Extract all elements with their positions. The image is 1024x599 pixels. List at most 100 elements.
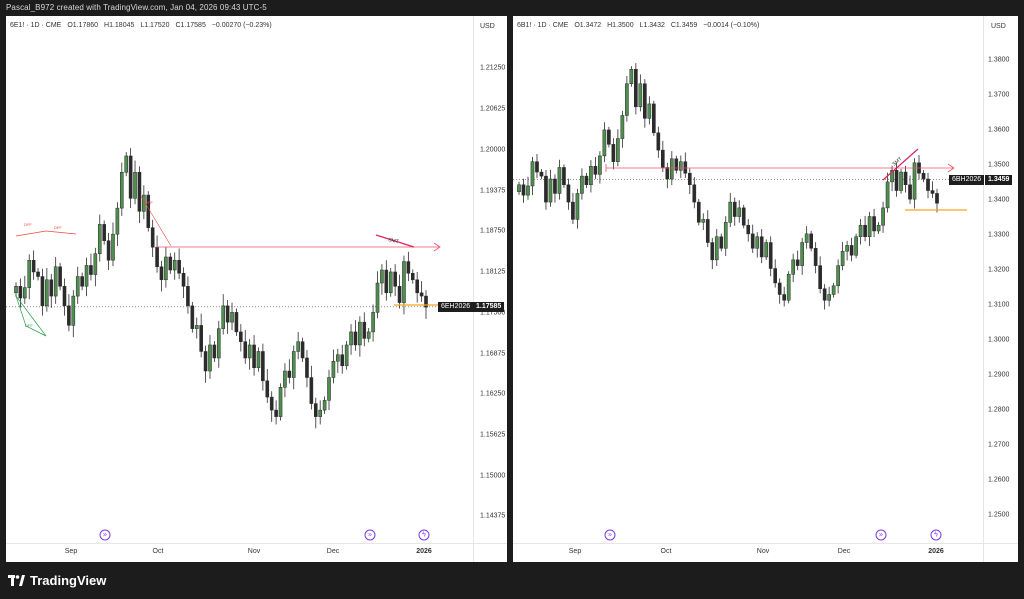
candle-body (876, 224, 881, 232)
candle-body (159, 266, 164, 281)
gbp-xtick: Dec (837, 548, 851, 555)
eur-currency-label[interactable]: USD (480, 23, 495, 30)
eur-symbol[interactable]: 6E1! · 1D · CME (10, 22, 62, 29)
candle-body (247, 344, 252, 359)
eur-dff-label: DFF (54, 225, 62, 230)
candle-body (827, 294, 831, 301)
candle-body (128, 155, 133, 199)
eur-change: −0.00270 (−0.23%) (211, 22, 272, 29)
gbp-smt-line (882, 148, 919, 181)
eur-last-price-tag: 1.17585 (473, 302, 505, 312)
candle-body (283, 370, 287, 388)
candle-body (714, 236, 719, 261)
candle-body (638, 83, 643, 108)
candle-body (212, 344, 217, 359)
candle-body (687, 172, 692, 186)
eur-open: O1.17860 (67, 22, 99, 29)
candle-body (230, 312, 234, 323)
gbp-event-icon[interactable]: » (604, 529, 616, 541)
candle-body (40, 276, 45, 307)
candle-body (362, 321, 367, 339)
gbp-xtick: Oct (660, 548, 672, 555)
candle-body (388, 271, 393, 294)
eur-candlestick-chart[interactable]: SMT DFF DFF DFF DFF (6, 16, 507, 562)
eur-time-axis-border (6, 543, 507, 544)
candle-body (45, 279, 49, 307)
candle-body (764, 242, 769, 258)
candle-body (566, 184, 571, 203)
eur-event-icon[interactable]: » (364, 529, 376, 541)
candle-body (124, 155, 129, 173)
candle-body (723, 222, 728, 249)
candle-body (318, 409, 322, 417)
gbp-legend: 6B1! · 1D · CME O1.3472 H1.3500 L1.3432 … (517, 22, 763, 29)
chart-panel-gbpusd[interactable]: SMT 6B1! · 1D · CME O1.3472 H1.3500 L1.3… (513, 16, 1018, 562)
candle-body (800, 242, 804, 266)
eur-ytick: 1.16875 (480, 350, 506, 358)
tradingview-brand[interactable]: TradingView (8, 572, 106, 588)
candle-body (701, 219, 706, 223)
eur-ytick: 1.15000 (480, 472, 506, 480)
gbp-xtick: Nov (756, 548, 770, 555)
candle-body (741, 207, 746, 226)
candle-body (415, 279, 419, 294)
eur-ytick: 1.20000 (480, 146, 506, 154)
candle-body (221, 305, 225, 329)
candle-body (611, 144, 616, 162)
eur-ytick: 1.17500 (480, 309, 506, 317)
eur-ytick: 1.18750 (480, 227, 506, 235)
candle-body (194, 325, 199, 329)
candle-body (14, 286, 18, 294)
candle-body (84, 265, 89, 287)
candle-body (327, 377, 331, 401)
chart-panel-eurusd[interactable]: SMT DFF DFF DFF DFF 6E1! · 1D · CME O1.17860… (6, 16, 507, 562)
candle-body (616, 138, 620, 162)
candle-body (562, 167, 566, 186)
candle-body (133, 172, 137, 199)
candle-body (278, 387, 283, 417)
gbp-event-icon[interactable]: » (875, 529, 887, 541)
tradingview-logo-icon (8, 574, 25, 586)
candle-body (31, 259, 36, 273)
gbp-symbol[interactable]: 6B1! · 1D · CME (517, 22, 569, 29)
candle-body (535, 161, 539, 173)
candle-body (115, 207, 120, 235)
candle-body (629, 69, 634, 84)
candle-body (517, 184, 521, 193)
eur-smt-line (375, 234, 415, 248)
candle-body (719, 236, 724, 249)
candle-body (155, 246, 159, 267)
eur-ytick: 1.19375 (480, 187, 506, 195)
eur-ytick: 1.15625 (480, 431, 506, 439)
candle-body (393, 271, 397, 287)
candle-body (625, 83, 629, 116)
eur-ytick: 1.21250 (480, 64, 506, 72)
candle-body (705, 219, 710, 243)
candle-body (854, 236, 858, 256)
eur-ytick: 1.18125 (480, 268, 506, 276)
candle-body (36, 271, 40, 277)
candle-body (322, 400, 327, 411)
gbp-candlestick-chart[interactable]: SMT (513, 16, 1018, 562)
candle-body (544, 175, 548, 203)
candle-body (150, 227, 155, 248)
candle-body (274, 409, 278, 417)
gbp-ytick: 1.2900 (988, 371, 1010, 379)
gbp-event-icon[interactable]: ϟ (930, 529, 942, 541)
candle-body (111, 233, 115, 261)
eur-event-icon[interactable]: » (99, 529, 111, 541)
candle-body (822, 288, 827, 301)
eur-price-axis-border (473, 16, 474, 562)
candle-body (80, 276, 84, 287)
eur-dff-label: DFF (24, 222, 32, 227)
eur-xtick: Oct (152, 548, 164, 555)
gbp-low: L1.3432 (639, 22, 665, 29)
candle-body (894, 170, 899, 191)
candle-body (665, 167, 670, 180)
candle-body (912, 162, 917, 200)
candle-body (371, 312, 375, 333)
candle-body (291, 351, 296, 378)
eur-event-icon[interactable]: ϟ (418, 529, 430, 541)
gbp-currency-label[interactable]: USD (991, 23, 1006, 30)
candle-body (755, 236, 760, 249)
